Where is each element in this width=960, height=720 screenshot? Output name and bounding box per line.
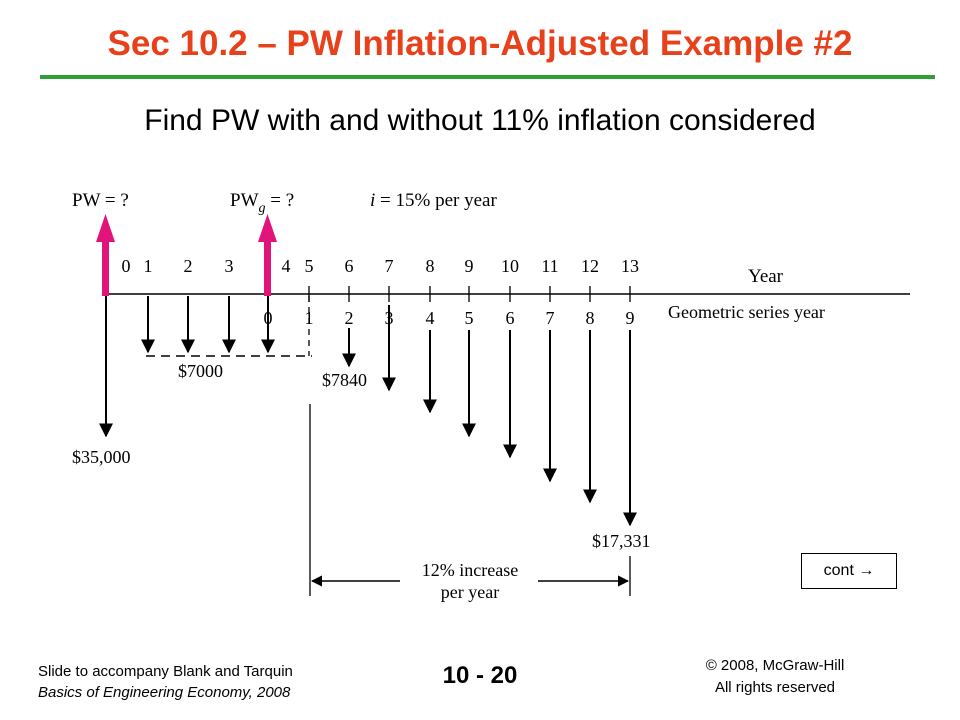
geometric-cost-arrows — [342, 305, 637, 527]
annual-cost-label: $7000 — [178, 361, 223, 381]
geo-tick: 6 — [506, 308, 515, 328]
geo-tick: 2 — [345, 308, 354, 328]
geo-axis-label: Geometric series year — [668, 302, 825, 322]
year-tick: 1 — [144, 256, 153, 276]
pwg-arrow — [258, 214, 277, 296]
last-geo-cost-label: $17,331 — [592, 531, 651, 551]
geo-tick: 8 — [586, 308, 595, 328]
footer-copyright-line2: All rights reserved — [714, 679, 836, 696]
year-tick: 10 — [501, 256, 519, 276]
year-tick: 2 — [184, 256, 193, 276]
pw-label: PW = ? — [72, 190, 129, 211]
year-tick: 3 — [225, 256, 234, 276]
slide-subtitle: Find PW with and without 11% inflation c… — [144, 104, 816, 137]
geo-tick-labels: 0 1 2 3 4 5 6 7 8 9 — [264, 308, 635, 328]
year-tick: 7 — [385, 256, 394, 276]
year-tick: 8 — [426, 256, 435, 276]
geo-tick: 5 — [465, 308, 474, 328]
increase-label-line2: per year — [441, 582, 499, 602]
year-tick: 4 — [282, 256, 291, 276]
year-tick: 11 — [541, 256, 558, 276]
axis-ticks — [308, 286, 631, 302]
pw-arrow — [96, 214, 115, 296]
geo-tick: 4 — [426, 308, 435, 328]
first-geo-cost-label: $7840 — [322, 370, 367, 390]
pwg-label: PWg = ? — [230, 190, 294, 216]
title-underline — [40, 75, 935, 79]
interest-rate-label: i = 15% per year — [370, 190, 497, 211]
year-tick: 12 — [581, 256, 599, 276]
year-tick: 5 — [305, 256, 314, 276]
footer-copyright: © 2008, McGraw-Hill All rights reserved — [650, 655, 900, 699]
year-tick: 9 — [465, 256, 474, 276]
increase-label-line1: 12% increase — [422, 560, 518, 580]
slide-title: Sec 10.2 – PW Inflation-Adjusted Example… — [107, 24, 853, 63]
cash-flow-diagram: PW = ? PWg = ? i = 15% per year 0 1 2 3 … — [72, 190, 910, 602]
footer-copyright-line1: © 2008, McGraw-Hill — [705, 657, 845, 674]
footer-credit: Slide to accompany Blank and Tarquin Bas… — [38, 661, 293, 703]
geo-tick: 7 — [546, 308, 555, 328]
page-number: 10 - 20 — [442, 662, 518, 689]
year-axis-label: Year — [748, 266, 784, 287]
initial-cost-label: $35,000 — [72, 447, 131, 467]
footer-credit-line2: Basics of Engineering Economy, 2008 — [38, 684, 291, 701]
year-tick: 13 — [621, 256, 639, 276]
continue-button[interactable]: cont → — [801, 553, 897, 589]
footer-credit-line1: Slide to accompany Blank and Tarquin — [38, 663, 293, 680]
uniform-cost-arrows — [141, 296, 275, 354]
year-tick: 0 — [122, 256, 131, 276]
geo-tick: 9 — [626, 308, 635, 328]
year-tick: 6 — [345, 256, 354, 276]
year-tick-labels: 0 1 2 3 4 5 6 7 8 9 10 11 12 13 — [122, 256, 640, 276]
